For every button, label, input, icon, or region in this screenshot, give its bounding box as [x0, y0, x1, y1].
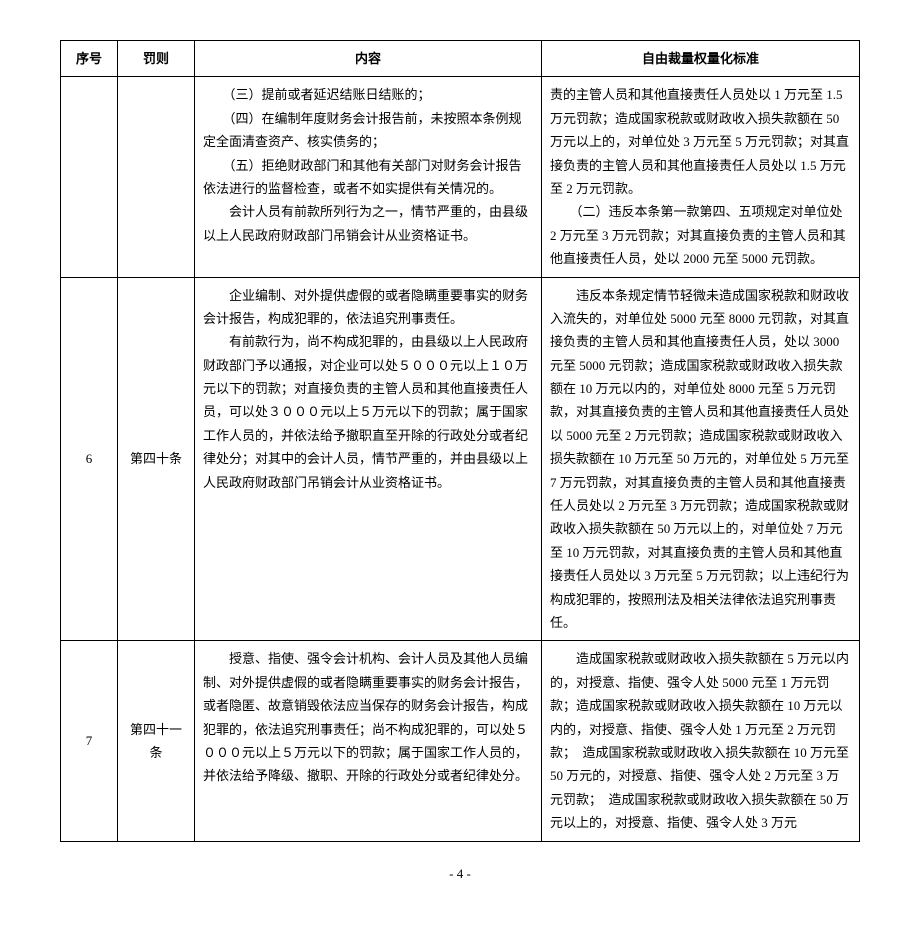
cell-no	[61, 77, 118, 277]
cell-no: 6	[61, 277, 118, 641]
cell-standard: 造成国家税款或财政收入损失款额在 5 万元以内的，对授意、指使、强令人处 500…	[542, 641, 860, 841]
page-number: - 4 -	[60, 862, 860, 885]
header-penalty: 罚则	[118, 41, 195, 77]
header-standard: 自由裁量权量化标准	[542, 41, 860, 77]
table-body: （三）提前或者延迟结账日结账的； （四）在编制年度财务会计报告前，未按照本条例规…	[61, 77, 860, 841]
cell-penalty: 第四十条	[118, 277, 195, 641]
cell-no: 7	[61, 641, 118, 841]
regulation-table: 序号 罚则 内容 自由裁量权量化标准 （三）提前或者延迟结账日结账的； （四）在…	[60, 40, 860, 842]
cell-standard: 违反本条规定情节轻微未造成国家税款和财政收入流失的，对单位处 5000 元至 8…	[542, 277, 860, 641]
cell-content: 授意、指使、强令会计机构、会计人员及其他人员编制、对外提供虚假的或者隐瞒重要事实…	[195, 641, 542, 841]
cell-penalty	[118, 77, 195, 277]
header-row: 序号 罚则 内容 自由裁量权量化标准	[61, 41, 860, 77]
table-row: （三）提前或者延迟结账日结账的； （四）在编制年度财务会计报告前，未按照本条例规…	[61, 77, 860, 277]
table-row: 7第四十一条 授意、指使、强令会计机构、会计人员及其他人员编制、对外提供虚假的或…	[61, 641, 860, 841]
header-no: 序号	[61, 41, 118, 77]
cell-content: （三）提前或者延迟结账日结账的； （四）在编制年度财务会计报告前，未按照本条例规…	[195, 77, 542, 277]
cell-content: 企业编制、对外提供虚假的或者隐瞒重要事实的财务会计报告，构成犯罪的，依法追究刑事…	[195, 277, 542, 641]
header-content: 内容	[195, 41, 542, 77]
table-row: 6第四十条 企业编制、对外提供虚假的或者隐瞒重要事实的财务会计报告，构成犯罪的，…	[61, 277, 860, 641]
cell-penalty: 第四十一条	[118, 641, 195, 841]
cell-standard: 责的主管人员和其他直接责任人员处以 1 万元至 1.5 万元罚款；造成国家税款或…	[542, 77, 860, 277]
